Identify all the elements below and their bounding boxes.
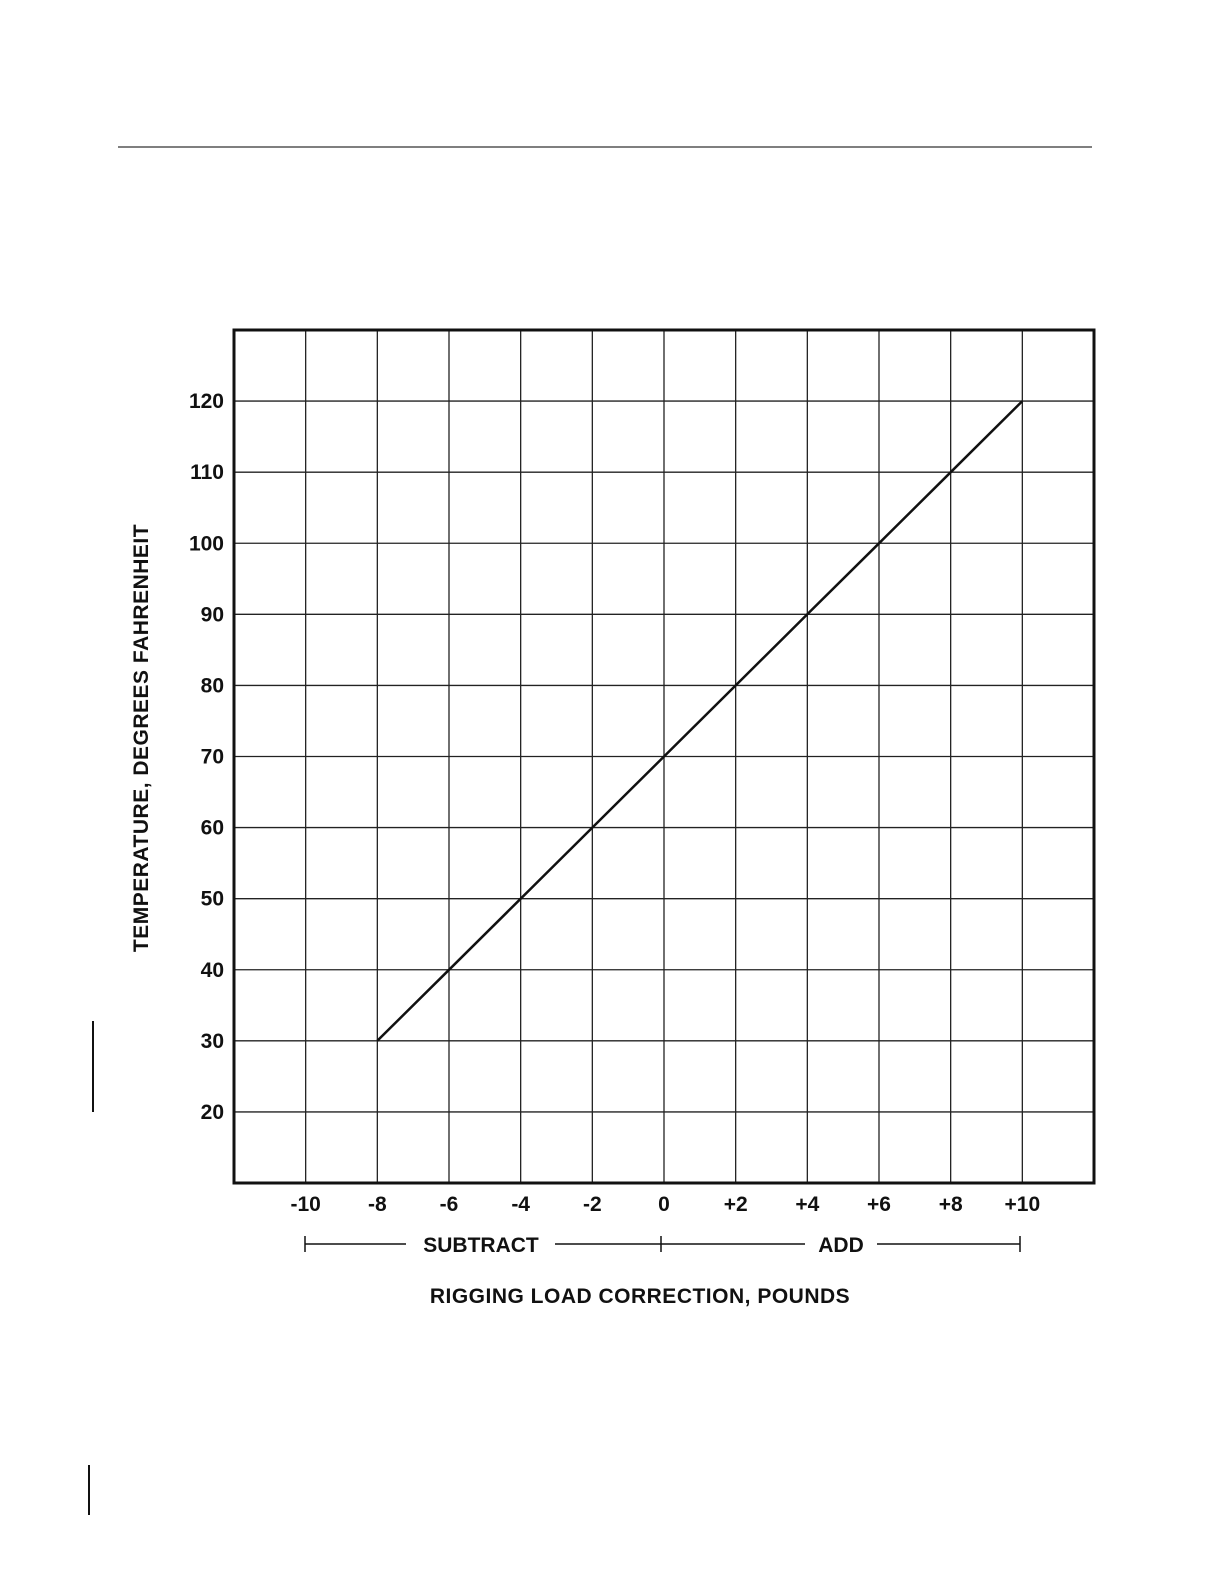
x-tick-label: +2: [724, 1193, 748, 1216]
x-tick-label: +4: [795, 1193, 819, 1216]
x-tick-label: +10: [1005, 1193, 1041, 1216]
x-tick-label: -2: [583, 1193, 602, 1216]
y-tick-label: 90: [201, 603, 224, 626]
y-tick-label: 100: [189, 532, 224, 555]
range-indicator: SUBTRACT ADD: [304, 1234, 1021, 1257]
y-tick-labels: 20 30 40 50 60 70 80 90 100 110 120: [189, 390, 224, 1124]
y-tick-label: 70: [201, 746, 224, 769]
add-label: ADD: [818, 1234, 864, 1257]
y-tick-label: 110: [190, 461, 224, 484]
series-line: [376, 400, 1024, 1042]
y-axis-title: TEMPERATURE, DEGREES FAHRENHEIT: [130, 524, 153, 952]
x-tick-label: 0: [658, 1193, 670, 1216]
x-tick-label: -6: [440, 1193, 459, 1216]
x-axis-title: RIGGING LOAD CORRECTION, POUNDS: [430, 1285, 850, 1308]
x-tick-label: -8: [368, 1193, 387, 1216]
y-tick-label: 40: [201, 959, 224, 982]
x-tick-labels: -10 -8 -6 -4 -2 0 +2 +4 +6 +8 +10: [290, 1193, 1040, 1216]
x-tick-label: -10: [290, 1193, 320, 1216]
y-tick-label: 50: [201, 888, 224, 911]
subtract-label: SUBTRACT: [423, 1234, 539, 1257]
y-tick-label: 30: [201, 1030, 224, 1053]
x-tick-label: +6: [867, 1193, 891, 1216]
y-tick-label: 120: [189, 390, 224, 413]
plot-frame: [232, 328, 1096, 1185]
grid: [234, 330, 1094, 1183]
x-tick-label: -4: [511, 1193, 530, 1216]
series-group: [376, 400, 1024, 1042]
y-tick-label: 60: [201, 817, 224, 840]
y-tick-label: 20: [201, 1101, 224, 1124]
x-tick-label: +8: [939, 1193, 963, 1216]
y-tick-label: 80: [201, 674, 224, 697]
